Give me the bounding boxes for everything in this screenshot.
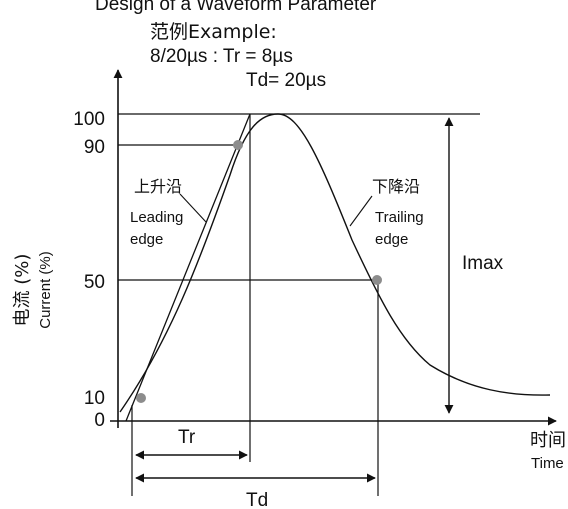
example-td-line: Td= 20µs [246, 70, 326, 91]
y-tick-100: 100 [73, 109, 105, 130]
y-axis-label-cn: 电流 (%) [12, 254, 33, 327]
virtual-front-line [125, 113, 251, 422]
point-10-percent [136, 393, 146, 403]
waveform-curve [119, 113, 551, 413]
y-tick-50: 50 [84, 272, 105, 293]
tr-label: Tr [178, 427, 196, 448]
point-90-percent [233, 140, 243, 150]
example-label: 范例Example: [150, 21, 277, 43]
y-tick-90: 90 [84, 137, 105, 158]
x-axis-label-en: Time [531, 455, 564, 472]
leading-edge-en-2: edge [130, 231, 163, 248]
cut-title: Design of a Waveform Parameter [95, 0, 377, 15]
y-tick-10: 10 [84, 388, 105, 409]
leading-edge-en-1: Leading [130, 209, 183, 226]
trailing-edge-en-1: Trailing [375, 209, 424, 226]
y-tick-0: 0 [94, 410, 105, 431]
leading-edge-pointer [179, 193, 207, 223]
point-50-percent [372, 275, 382, 285]
x-axis-label-cn: 时间 [530, 430, 566, 451]
trailing-edge-en-2: edge [375, 231, 408, 248]
leading-edge-cn: 上升沿 [134, 177, 182, 196]
example-tr-line: 8/20µs : Tr = 8µs [150, 46, 293, 67]
y-axis-label-en: Current (%) [37, 251, 54, 329]
trailing-edge-pointer [349, 195, 373, 227]
imax-label: Imax [462, 253, 504, 274]
trailing-edge-cn: 下降沿 [372, 177, 420, 196]
td-label: Td [246, 490, 268, 509]
